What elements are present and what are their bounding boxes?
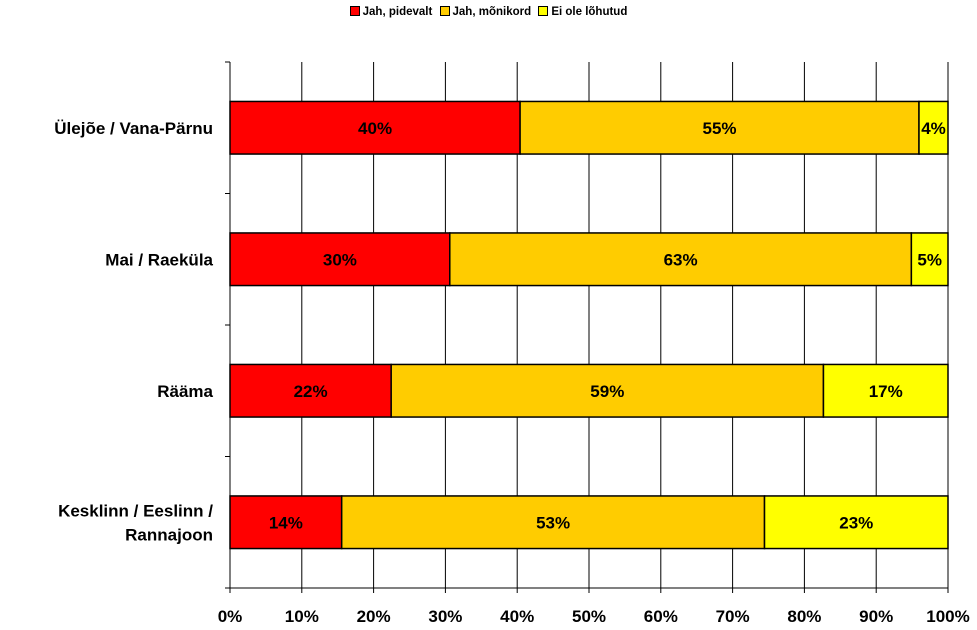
x-tick-label: 60% xyxy=(644,607,678,626)
bar-value-label: 5% xyxy=(917,250,942,269)
bar-value-label: 30% xyxy=(323,250,357,269)
bar-value-label: 59% xyxy=(590,382,624,401)
x-tick-label: 70% xyxy=(716,607,750,626)
legend-item-monikord: Jah, mõnikord xyxy=(439,6,532,18)
x-tick-label: 0% xyxy=(218,607,243,626)
category-label: Rääma xyxy=(157,382,213,401)
bar-segment xyxy=(910,232,949,287)
legend-item-ei-ole: Ei ole lõhutud xyxy=(538,6,627,18)
bar-segment xyxy=(340,495,766,550)
bar-segment xyxy=(229,363,392,418)
bar-segment xyxy=(918,100,949,155)
legend-swatch-yellow xyxy=(538,6,549,16)
bar-segment xyxy=(229,495,343,550)
legend-swatch-orange xyxy=(439,6,450,16)
x-tick-label: 40% xyxy=(500,607,534,626)
bar-segment xyxy=(229,232,451,287)
x-tick-label: 20% xyxy=(357,607,391,626)
legend-item-pidevalt: Jah, pidevalt xyxy=(349,6,433,18)
legend-label: Jah, pidevalt xyxy=(362,6,433,18)
bar-value-label: 23% xyxy=(839,513,873,532)
bar-segment xyxy=(390,363,825,418)
bar-value-label: 53% xyxy=(536,513,570,532)
bar-segment xyxy=(763,495,949,550)
bar-value-label: 63% xyxy=(664,250,698,269)
bar-value-label: 17% xyxy=(869,382,903,401)
bar-segment xyxy=(449,232,913,287)
bar-value-label: 40% xyxy=(358,119,392,138)
legend-swatch-red xyxy=(349,6,360,16)
bar-value-label: 14% xyxy=(269,513,303,532)
x-tick-label: 30% xyxy=(428,607,462,626)
legend: Jah, pidevalt Jah, mõnikord Ei ole lõhut… xyxy=(0,6,977,18)
x-tick-label: 80% xyxy=(787,607,821,626)
x-tick-label: 50% xyxy=(572,607,606,626)
x-tick-label: 10% xyxy=(285,607,319,626)
category-label: Ülejõe / Vana-Pärnu xyxy=(54,119,213,138)
bar-value-label: 22% xyxy=(294,382,328,401)
bar-value-label: 55% xyxy=(703,119,737,138)
bar-segment xyxy=(229,100,521,155)
category-label: Mai / Raeküla xyxy=(105,250,213,269)
bar-value-label: 4% xyxy=(921,119,946,138)
category-label: Kesklinn / Eeslinn / Rannajoon xyxy=(58,501,213,544)
x-tick-label: 100% xyxy=(926,607,969,626)
x-tick-label: 90% xyxy=(859,607,893,626)
legend-label: Ei ole lõhutud xyxy=(551,6,628,18)
bar-segment xyxy=(822,363,949,418)
legend-label: Jah, mõnikord xyxy=(452,6,532,18)
